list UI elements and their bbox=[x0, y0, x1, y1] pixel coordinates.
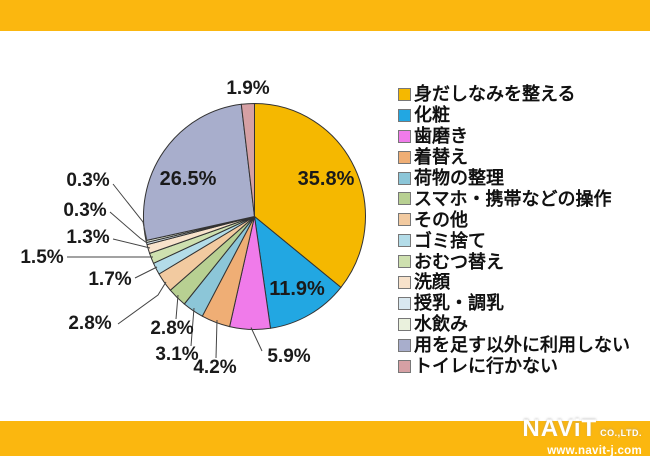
pie-percent-label: 1.5% bbox=[20, 247, 63, 268]
legend-label: おむつ替え bbox=[414, 251, 504, 272]
navit-logo-name: NAViT bbox=[522, 415, 598, 442]
legend-label: 着替え bbox=[414, 147, 468, 168]
legend-item: 化粧 bbox=[398, 105, 630, 126]
legend-swatch bbox=[398, 275, 411, 289]
pie-slice-12 bbox=[142, 103, 255, 241]
legend-label: 歯磨き bbox=[414, 126, 468, 147]
pie-percent-label: 11.9% bbox=[269, 278, 325, 300]
legend-swatch bbox=[398, 317, 411, 331]
bottom-orange-band bbox=[0, 421, 650, 456]
legend-item: 水飲み bbox=[398, 314, 630, 335]
label-leader-line bbox=[190, 307, 195, 347]
legend-label: 授乳・調乳 bbox=[414, 293, 504, 314]
legend-item: おむつ替え bbox=[398, 251, 630, 272]
legend-swatch bbox=[398, 150, 411, 164]
legend-item: 荷物の整理 bbox=[398, 168, 630, 189]
legend-swatch bbox=[398, 296, 411, 310]
legend-label: 洗顔 bbox=[414, 272, 450, 293]
legend-item: ゴミ捨て bbox=[398, 230, 630, 251]
legend-swatch bbox=[398, 129, 411, 143]
pie-percent-label: 2.8% bbox=[68, 313, 111, 334]
legend-item: スマホ・携帯などの操作 bbox=[398, 188, 630, 209]
label-leader-line bbox=[215, 319, 218, 359]
legend-label: スマホ・携帯などの操作 bbox=[414, 188, 612, 209]
pie-slice-1 bbox=[254, 216, 342, 329]
legend-swatch bbox=[398, 359, 411, 373]
legend-label: ゴミ捨て bbox=[414, 230, 486, 251]
legend-swatch bbox=[398, 108, 411, 122]
pie-percent-label: 5.9% bbox=[267, 346, 310, 367]
pie-percent-label: 0.3% bbox=[66, 170, 109, 191]
legend-swatch bbox=[398, 338, 411, 352]
legend-item: 身だしなみを整える bbox=[398, 84, 630, 105]
label-leader-line bbox=[112, 238, 151, 249]
top-orange-band bbox=[0, 0, 650, 31]
label-leader-line bbox=[117, 281, 167, 325]
legend-label: 用を足す以外に利用しない bbox=[414, 335, 630, 356]
legend-swatch bbox=[398, 171, 411, 185]
legend-label: 荷物の整理 bbox=[414, 168, 504, 188]
legend-item: 授乳・調乳 bbox=[398, 293, 630, 314]
legend-swatch bbox=[398, 255, 411, 269]
legend-swatch bbox=[398, 87, 411, 101]
legend-label: トイレに行かない bbox=[414, 356, 558, 377]
navit-logo-suffix: CO.,LTD. bbox=[600, 428, 642, 438]
pie-slice-0 bbox=[254, 103, 366, 288]
pie-percent-label: 35.8% bbox=[298, 168, 355, 190]
pie-percent-label: 3.1% bbox=[155, 344, 198, 365]
pie-percent-label: 4.2% bbox=[193, 357, 236, 378]
pie-percent-label: 0.3% bbox=[63, 200, 106, 221]
label-leader-line bbox=[175, 294, 179, 320]
pie-percent-label: 2.8% bbox=[150, 318, 193, 339]
pie-percent-label: 26.5% bbox=[160, 168, 217, 190]
legend-swatch bbox=[398, 192, 411, 206]
label-leader-line bbox=[109, 211, 148, 244]
pie-slice-13 bbox=[240, 102, 255, 217]
navit-logo: NAViT CO.,LTD. www.navit-j.com bbox=[522, 417, 642, 456]
legend-item: その他 bbox=[398, 209, 630, 230]
pie-percent-label: 1.7% bbox=[88, 269, 131, 290]
legend-item: 歯磨き bbox=[398, 126, 630, 147]
legend-label: 水飲み bbox=[414, 314, 468, 335]
legend: 身だしなみを整える 化粧 歯磨き 着替え 荷物の整理 スマホ・携帯などの操作 その他 ゴミ捨て… bbox=[398, 84, 630, 376]
legend-item: トイレに行かない bbox=[398, 356, 630, 377]
navit-logo-url: www.navit-j.com bbox=[547, 445, 642, 456]
legend-swatch bbox=[398, 234, 411, 248]
label-leader-line bbox=[112, 183, 148, 242]
legend-item: 着替え bbox=[398, 147, 630, 168]
legend-swatch bbox=[398, 213, 411, 227]
pie-percent-label: 1.3% bbox=[66, 227, 109, 248]
label-leader-line bbox=[250, 327, 263, 352]
navit-logo-text: NAViT CO.,LTD. bbox=[522, 417, 642, 445]
pie-percent-label: 1.9% bbox=[226, 78, 269, 99]
legend-label: 身だしなみを整える bbox=[414, 84, 576, 105]
legend-item: 用を足す以外に利用しない bbox=[398, 335, 630, 356]
legend-label: 化粧 bbox=[414, 105, 450, 126]
legend-item: 洗顔 bbox=[398, 272, 630, 293]
label-leader-line bbox=[134, 266, 158, 279]
legend-label: その他 bbox=[414, 209, 468, 230]
